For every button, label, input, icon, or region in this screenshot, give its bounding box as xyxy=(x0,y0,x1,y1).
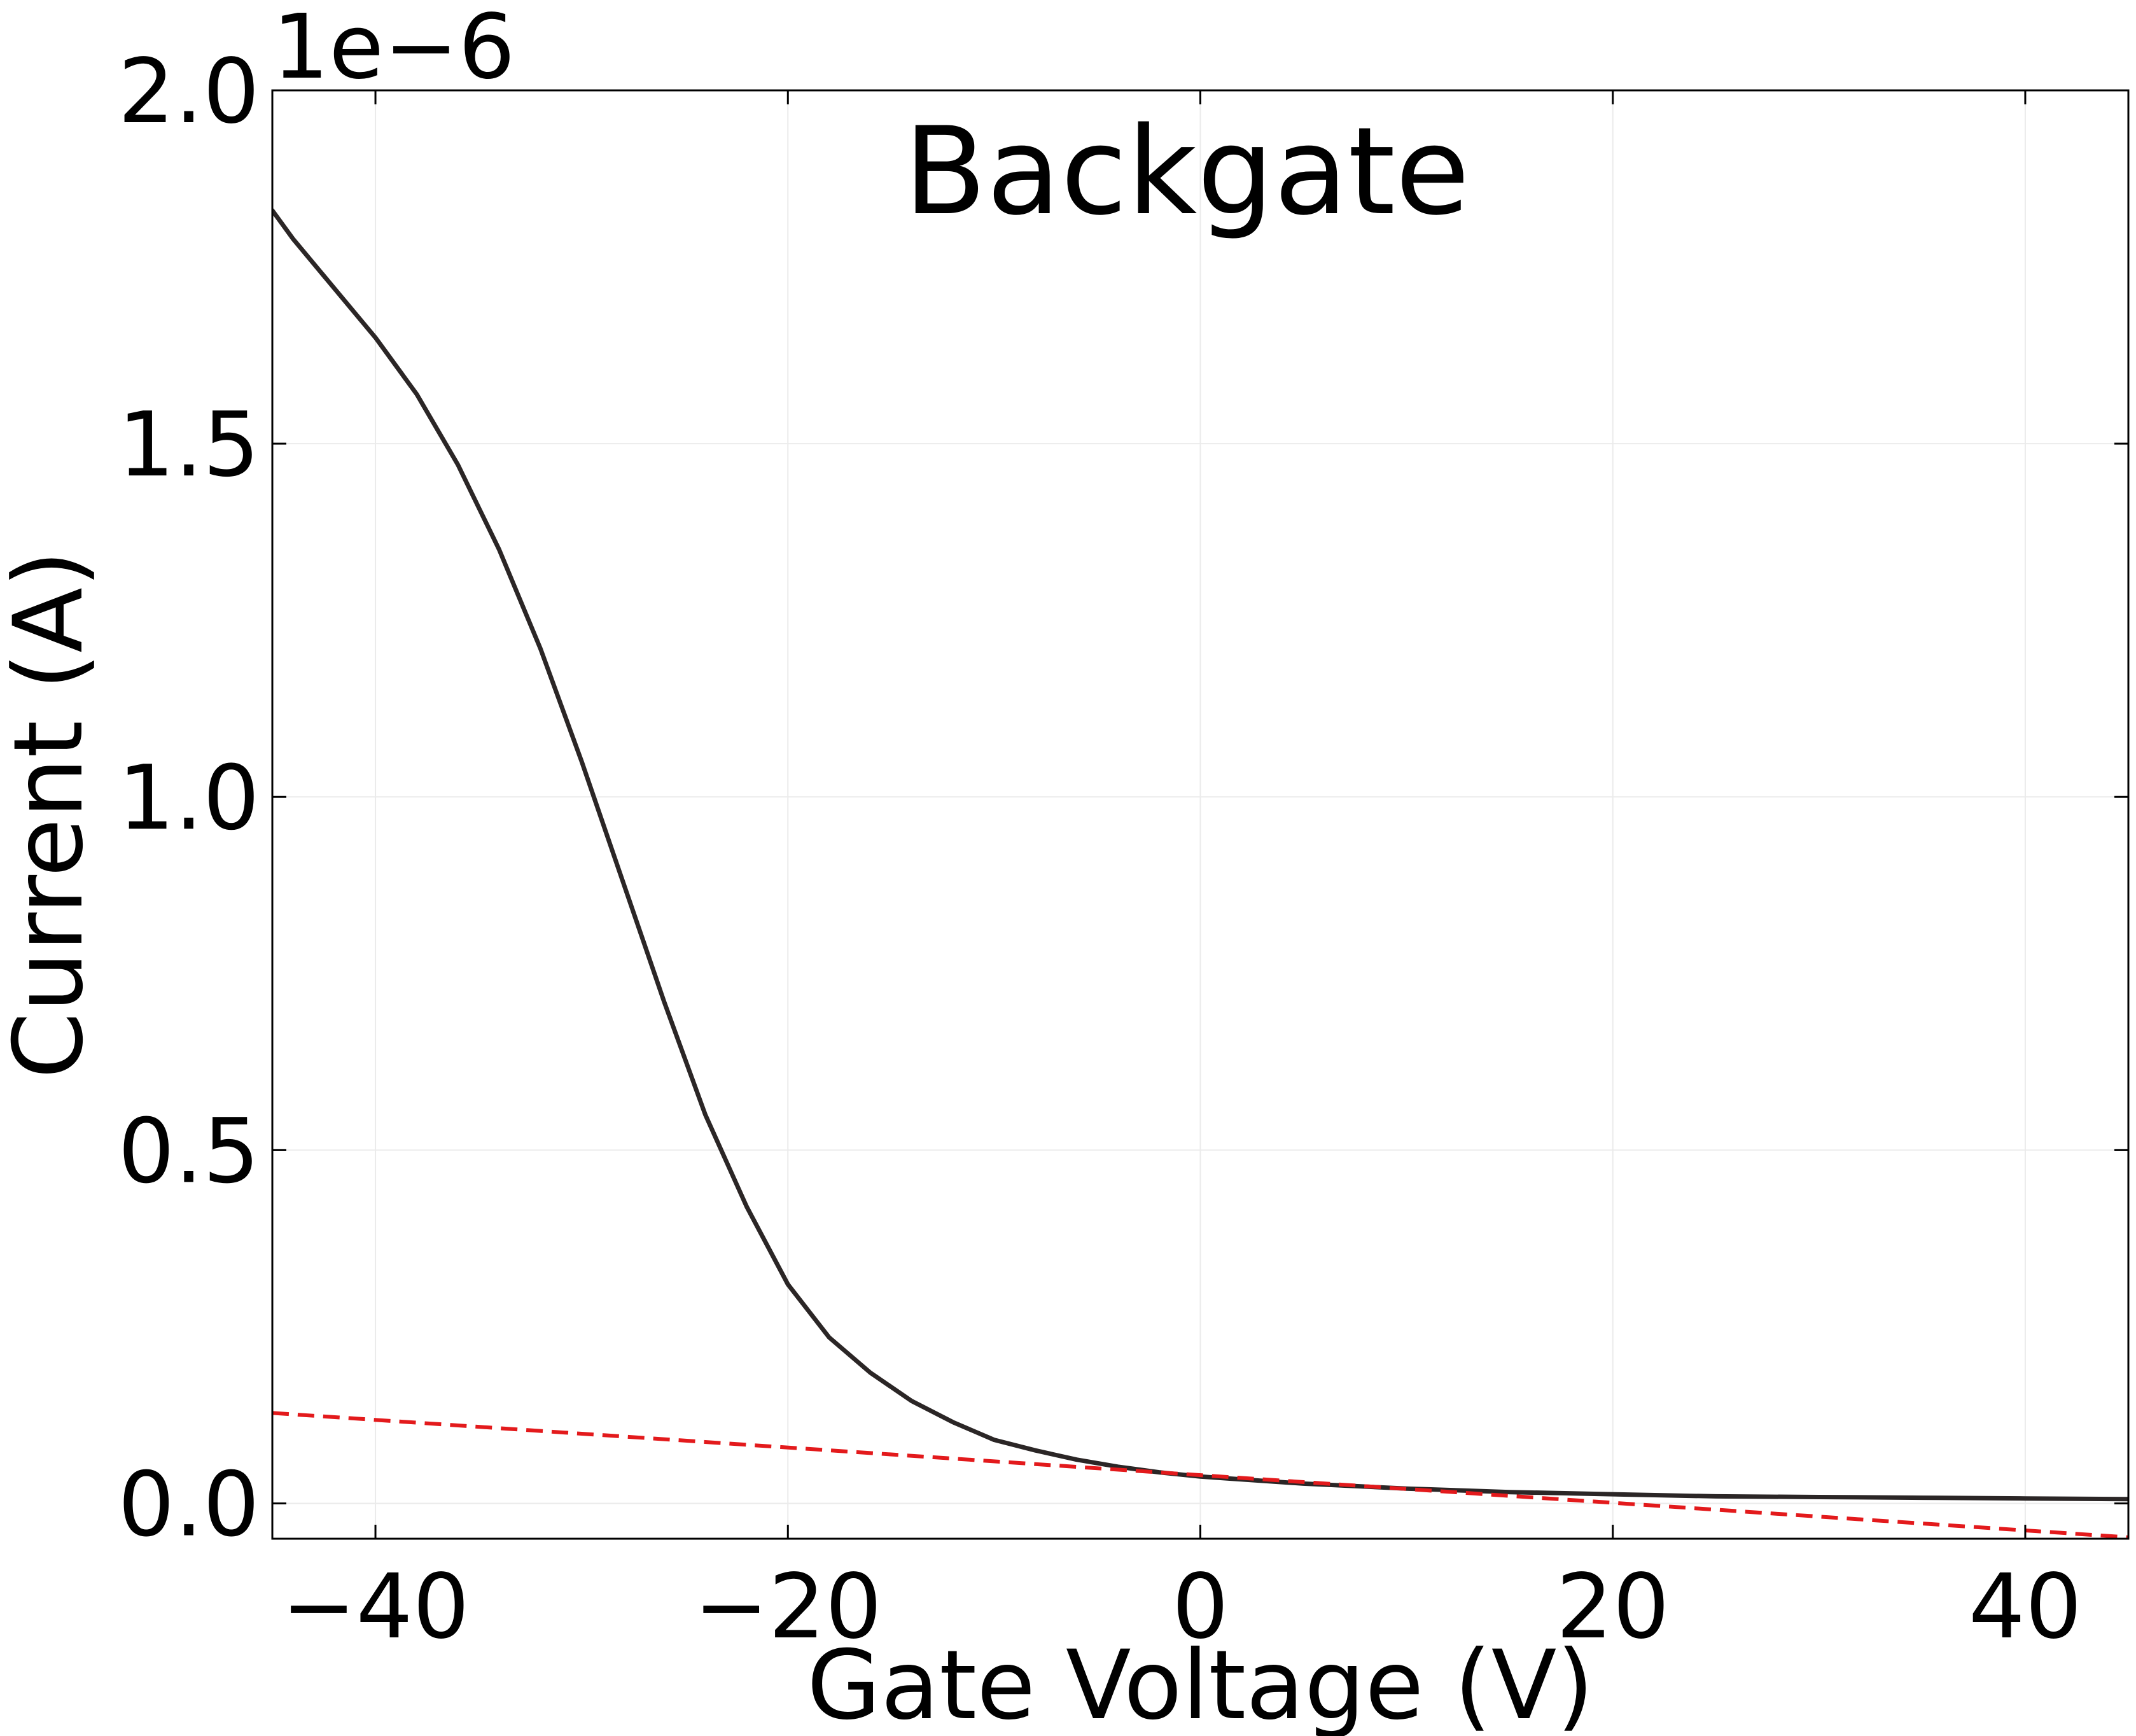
y-tick-label: 1.5 xyxy=(118,393,260,497)
y-offset-label: 1e−6 xyxy=(272,0,515,99)
x-axis-label: Gate Voltage (V) xyxy=(807,1630,1594,1736)
x-tick-label: 20 xyxy=(1556,1555,1670,1659)
x-tick-label: −20 xyxy=(694,1555,882,1659)
y-tick-label: 2.0 xyxy=(118,40,260,144)
x-tick-label: −40 xyxy=(281,1555,469,1659)
x-tick-label: 0 xyxy=(1172,1555,1229,1659)
y-tick-label: 0.0 xyxy=(118,1453,260,1557)
x-tick-label: 40 xyxy=(1969,1555,2082,1659)
chart-title: Backgate xyxy=(904,101,1470,242)
y-tick-label: 0.5 xyxy=(118,1100,260,1203)
reference-line xyxy=(272,1411,2128,1539)
current-curve xyxy=(272,208,2128,1502)
y-axis-label: Current (A) xyxy=(0,550,104,1079)
series-group xyxy=(272,208,2128,1539)
y-tick-label: 1.0 xyxy=(118,746,260,850)
ticks-group: −40 −20 0 20 40 0.0 0.5 1.0 1.5 2.0 xyxy=(118,40,2128,1659)
grid-lines xyxy=(272,90,2128,1539)
